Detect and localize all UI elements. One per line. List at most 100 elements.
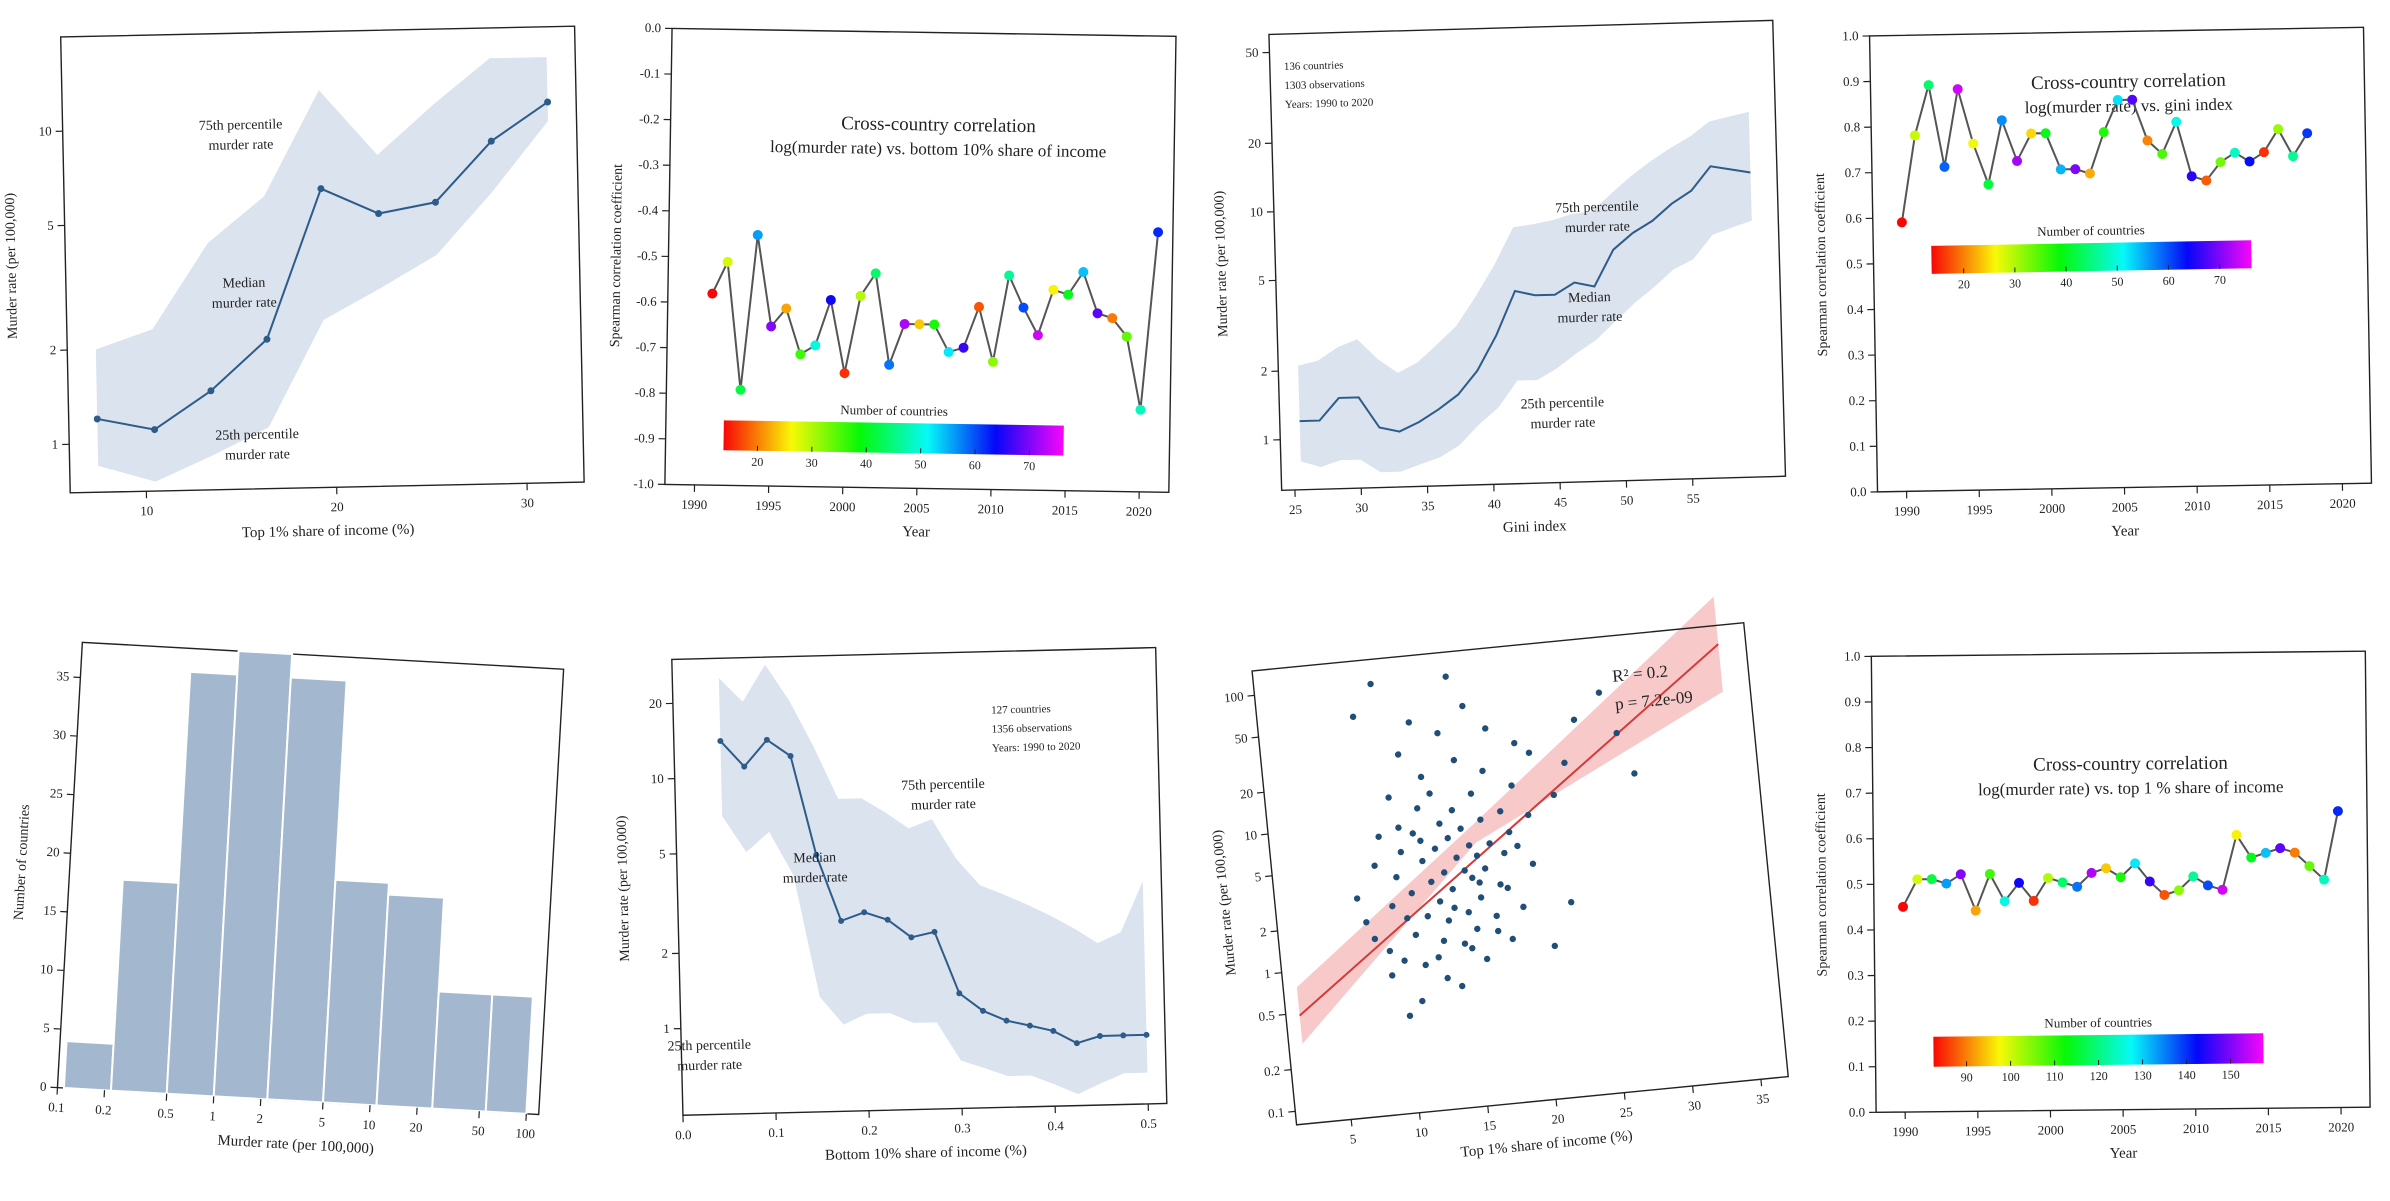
scatter-point [1436, 820, 1443, 827]
y-tick-label: 0.6 [1845, 210, 1862, 225]
series-point [1153, 227, 1163, 237]
colorbar-tick-label: 50 [2111, 275, 2123, 289]
scatter-point [1520, 903, 1527, 910]
scatter-point [1568, 899, 1575, 906]
scatter-point [1395, 824, 1402, 831]
colorbar-tick-label: 30 [806, 456, 818, 470]
scatter-point [1525, 811, 1532, 818]
series-point [2099, 127, 2109, 137]
colorbar-tick-label: 100 [2002, 1070, 2020, 1084]
x-tick-label: 2020 [1126, 504, 1152, 519]
x-tick-label: 0.2 [95, 1102, 112, 1118]
y-axis-label: Murder rate (per 100,000) [1212, 190, 1231, 337]
annotation-label: murder rate [911, 797, 976, 814]
colorbar-tick-label: 120 [2090, 1069, 2108, 1083]
y-tick-label: 50 [1245, 45, 1258, 60]
x-tick-label: 50 [471, 1123, 485, 1139]
scatter-point [1371, 862, 1378, 869]
x-tick-label: 1995 [1965, 1123, 1991, 1138]
colorbar-label: Number of countries [2044, 1014, 2152, 1030]
scatter-point [1393, 874, 1400, 881]
series-point [2288, 151, 2298, 161]
x-tick-label: 30 [1687, 1097, 1701, 1113]
y-tick-label: 0.7 [1845, 785, 1862, 800]
scatter-point [1350, 713, 1357, 720]
colorbar-tick-label: 70 [2214, 273, 2226, 287]
scatter-point [1444, 975, 1451, 982]
x-tick-label: 5 [318, 1114, 325, 1129]
scatter-point [1406, 1012, 1413, 1019]
y-tick-label: 2 [1261, 363, 1268, 378]
y-tick-label: 0.0 [1850, 484, 1867, 499]
y-tick-label: 0.5 [1846, 256, 1863, 271]
scatter-point [1474, 925, 1481, 932]
x-tick-mark [1693, 1086, 1694, 1093]
y-tick-label: -0.2 [639, 111, 660, 126]
annotation-label: murder rate [1530, 416, 1595, 433]
y-tick-label: 10 [1250, 204, 1263, 219]
scatter-point [1422, 962, 1429, 969]
series-point [1923, 80, 1933, 90]
y-tick-label: 0.8 [1845, 740, 1861, 755]
x-tick-mark [1351, 1119, 1352, 1126]
series-point [723, 257, 733, 267]
scatter-point [1482, 865, 1489, 872]
x-tick-label: 45 [1554, 494, 1567, 509]
scatter-point [1367, 681, 1374, 688]
scatter-point [1525, 749, 1532, 756]
series-point [2058, 877, 2068, 887]
x-tick-label: 15 [1482, 1117, 1496, 1133]
scatter-point [1509, 935, 1516, 942]
series-line [1902, 811, 2339, 911]
series-point [2333, 806, 2343, 816]
note-label: 136 countries [1284, 59, 1344, 73]
y-tick-label: 5 [1254, 869, 1262, 885]
annotation-label: murder rate [677, 1058, 742, 1075]
colorbar-tick-label: 90 [1961, 1070, 1973, 1084]
x-tick-label: 40 [1488, 496, 1501, 511]
y-tick-label: 0.8 [1844, 119, 1861, 134]
colorbar-tick-label: 150 [2222, 1068, 2240, 1082]
x-tick-label: 2020 [2330, 496, 2356, 511]
y-tick-mark [1257, 792, 1264, 793]
annotation-label: murder rate [212, 295, 277, 311]
x-tick-label: 2005 [2110, 1122, 2136, 1137]
y-tick-label: -0.6 [636, 294, 657, 309]
y-axis-label: Spearman correlation coefficient [1813, 173, 1831, 357]
y-tick-label: 50 [1234, 730, 1248, 746]
series-point [1033, 330, 1043, 340]
colorbar-tick-label: 40 [860, 456, 872, 470]
y-tick-label: 2 [50, 342, 57, 357]
y-tick-label: 0.2 [1263, 1063, 1281, 1080]
y-axis-label: Spearman correlation coefficient [1814, 793, 1831, 976]
annotation-label: murder rate [225, 447, 290, 463]
colorbar-tick-label: 130 [2134, 1068, 2152, 1082]
series-point [2217, 885, 2227, 895]
y-tick-label: -0.4 [637, 202, 658, 217]
y-tick-label: 1 [52, 437, 59, 452]
series-point [2041, 128, 2051, 138]
x-axis-label: Year [2110, 1146, 2138, 1162]
y-tick-label: 5 [1258, 273, 1265, 288]
y-tick-label: 2 [661, 946, 668, 961]
y-tick-label: -0.5 [637, 248, 658, 263]
x-tick-label: 1990 [1894, 503, 1920, 518]
y-tick-label: 25 [49, 785, 63, 801]
y-tick-label: 0.1 [1267, 1104, 1285, 1121]
x-tick-label: 2005 [2112, 499, 2138, 514]
scatter-point [1467, 790, 1474, 797]
scatter-point [1461, 940, 1468, 947]
y-tick-label: -0.7 [635, 339, 656, 354]
scatter-point [1493, 912, 1500, 919]
y-tick-label: 0.0 [645, 20, 661, 35]
scatter-point [1514, 842, 1521, 849]
y-tick-label: 20 [46, 844, 60, 860]
scatter-point [1375, 833, 1382, 840]
note-label: 1356 observations [991, 722, 1072, 736]
y-tick-label: 1.0 [1844, 648, 1860, 663]
y-tick-label: 2 [1259, 924, 1267, 940]
series-point [988, 357, 998, 367]
colorbar-tick-label: 140 [2178, 1068, 2196, 1082]
